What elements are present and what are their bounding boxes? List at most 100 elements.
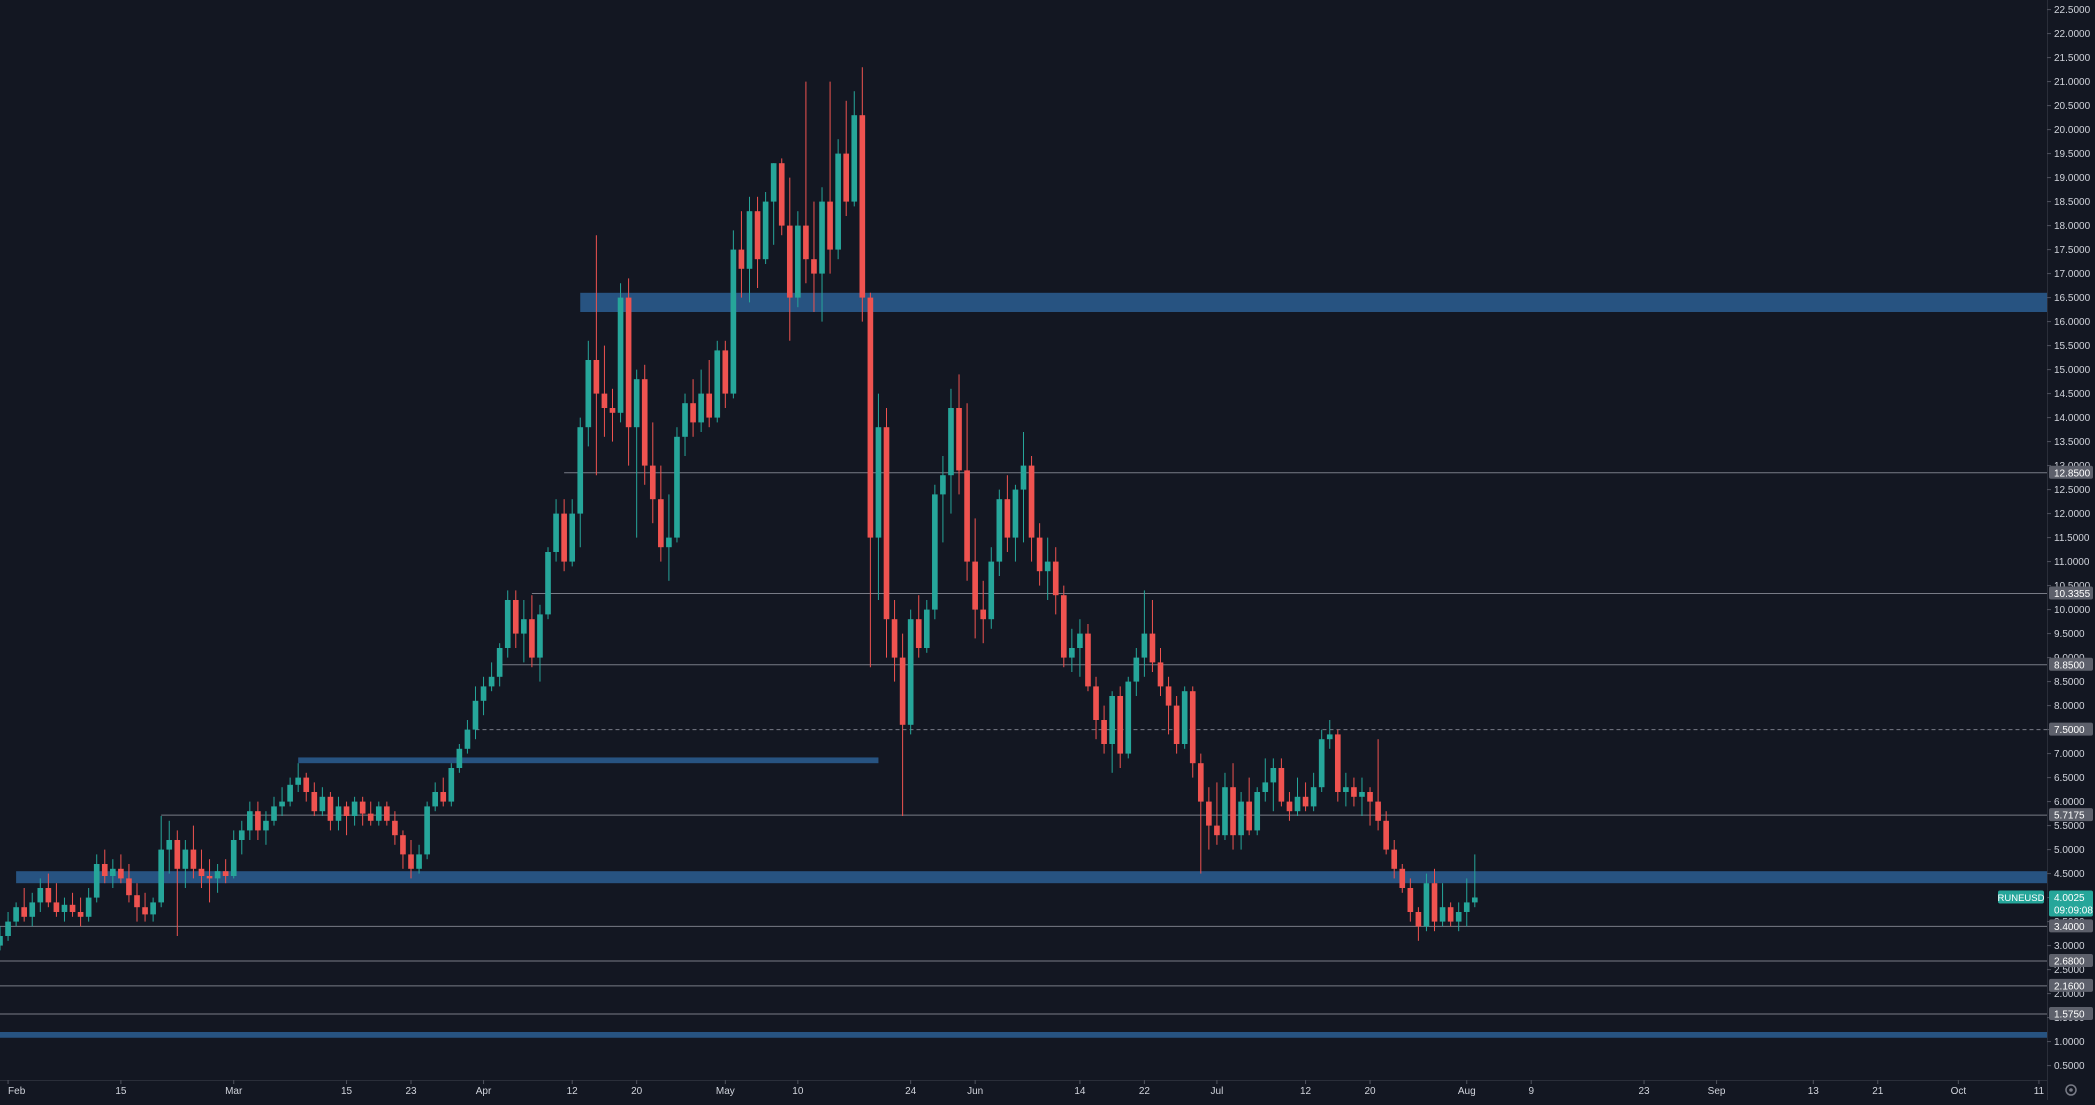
candle-body bbox=[843, 153, 850, 202]
level-price-tag-bg bbox=[2049, 465, 2093, 479]
candle-up bbox=[940, 456, 946, 543]
candle-down bbox=[1214, 782, 1220, 845]
candle-body bbox=[5, 921, 11, 936]
candle-body bbox=[448, 768, 455, 802]
candle-body bbox=[480, 686, 487, 701]
candle-up bbox=[545, 547, 551, 620]
candle-body bbox=[867, 297, 874, 538]
candle-up bbox=[1012, 484, 1019, 562]
candle-body bbox=[948, 408, 954, 476]
settings-gear-icon[interactable] bbox=[2065, 1084, 2077, 1096]
candle-body bbox=[786, 225, 793, 298]
candle-body bbox=[488, 676, 495, 687]
candle-down bbox=[1383, 811, 1389, 855]
candle-body bbox=[601, 393, 608, 408]
candle-body bbox=[1278, 768, 1285, 802]
candle-up bbox=[1077, 619, 1083, 677]
candle-up bbox=[456, 744, 463, 773]
candle-down bbox=[1415, 907, 1422, 941]
price-tick-label: 15.5000 bbox=[2054, 341, 2091, 352]
price-tick-label: 14.5000 bbox=[2054, 389, 2091, 400]
candle-up bbox=[1423, 873, 1430, 932]
candle-down bbox=[77, 897, 84, 927]
candle-up bbox=[5, 912, 11, 941]
candle-down bbox=[408, 840, 414, 879]
price-tick-label: 16.0000 bbox=[2054, 317, 2091, 328]
candle-body bbox=[77, 912, 84, 917]
candle-body bbox=[1294, 796, 1301, 812]
price-tick-label: 10.0000 bbox=[2054, 605, 2091, 616]
candle-up bbox=[351, 796, 358, 826]
candle-body bbox=[464, 729, 471, 749]
candle-down bbox=[778, 158, 785, 236]
candle-up bbox=[1181, 686, 1188, 749]
time-tick-label: 22 bbox=[1139, 1086, 1151, 1097]
candle-body bbox=[166, 840, 173, 850]
candle-body bbox=[633, 379, 640, 428]
candle-down bbox=[53, 883, 60, 917]
candle-body bbox=[1334, 734, 1341, 792]
candle-body bbox=[53, 902, 60, 912]
candle-down bbox=[367, 801, 374, 826]
candle-body bbox=[609, 408, 616, 413]
candle-down bbox=[343, 801, 350, 836]
candle-down bbox=[1085, 624, 1091, 692]
candle-down bbox=[1197, 753, 1204, 874]
candle-down bbox=[738, 211, 745, 298]
candle-down bbox=[891, 600, 898, 682]
candle-down bbox=[625, 278, 632, 466]
candle-body bbox=[1157, 662, 1164, 687]
candle-up bbox=[496, 643, 503, 687]
candle-up bbox=[238, 820, 245, 855]
price-tick-label: 6.5000 bbox=[2054, 773, 2085, 784]
candle-body bbox=[303, 777, 310, 792]
candle-down bbox=[1052, 547, 1059, 615]
candle-body bbox=[529, 619, 535, 658]
candle-body bbox=[13, 907, 19, 922]
candle-body bbox=[1069, 648, 1075, 658]
candle-up bbox=[0, 926, 3, 951]
candle-body bbox=[142, 907, 148, 915]
candle-down bbox=[101, 849, 108, 884]
candle-up bbox=[214, 864, 221, 893]
time-tick-label: Sep bbox=[1708, 1086, 1726, 1097]
time-axis[interactable] bbox=[0, 1080, 2047, 1100]
candle-down bbox=[980, 580, 987, 644]
candle-up bbox=[795, 211, 801, 308]
time-tick-label: 20 bbox=[1364, 1086, 1376, 1097]
candle-down bbox=[1173, 696, 1180, 754]
candle-up bbox=[150, 897, 156, 922]
level-price-tag: 10.3355 bbox=[2049, 586, 2093, 600]
level-price-tag-label: 2.6800 bbox=[2054, 956, 2085, 967]
candle-up bbox=[247, 801, 253, 840]
candle-body bbox=[778, 163, 785, 226]
time-tick-label: Apr bbox=[476, 1086, 492, 1097]
candle-down bbox=[1391, 840, 1398, 879]
candle-down bbox=[1117, 686, 1124, 768]
candle-down bbox=[190, 825, 197, 879]
candle-body bbox=[1214, 825, 1220, 836]
level-price-tag-label: 10.3355 bbox=[2054, 589, 2091, 600]
candle-body bbox=[93, 864, 100, 898]
candle-body bbox=[706, 393, 713, 418]
candle-down bbox=[1399, 864, 1406, 893]
candle-down bbox=[915, 595, 922, 658]
candle-body bbox=[827, 201, 833, 250]
candle-body bbox=[521, 619, 527, 634]
candle-body bbox=[375, 806, 382, 821]
price-axis[interactable] bbox=[2047, 0, 2095, 1100]
level-price-tag: 7.5000 bbox=[2049, 722, 2093, 736]
time-tick-label: Jun bbox=[967, 1086, 983, 1097]
candle-body bbox=[440, 792, 447, 802]
candle-up bbox=[932, 484, 938, 620]
candle-body bbox=[1093, 686, 1099, 720]
candle-up bbox=[295, 763, 302, 792]
candle-body bbox=[126, 878, 132, 896]
candle-down bbox=[1334, 729, 1341, 802]
time-tick-label: 14 bbox=[1074, 1086, 1086, 1097]
candle-body bbox=[932, 494, 938, 610]
candle-body bbox=[1173, 705, 1180, 744]
candle-down bbox=[134, 883, 140, 922]
